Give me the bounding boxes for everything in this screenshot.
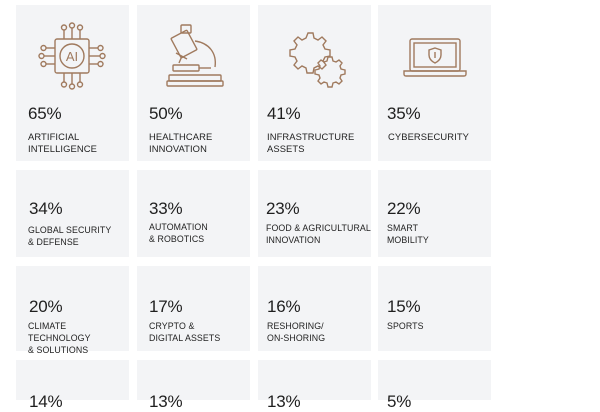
theme-percentage: 35% xyxy=(387,104,421,123)
theme-card: 17% CRYPTO & DIGITAL ASSETS xyxy=(137,266,250,351)
theme-percentage: 34% xyxy=(29,199,63,218)
theme-label: CLIMATE TECHNOLOGY & SOLUTIONS xyxy=(28,321,91,355)
theme-percentage: 5% xyxy=(387,392,412,411)
theme-label: SMART MOBILITY xyxy=(387,223,429,245)
svg-text:AI: AI xyxy=(66,49,78,64)
theme-card: 5% xyxy=(378,360,491,411)
theme-card: 33% AUTOMATION & ROBOTICS xyxy=(137,170,250,257)
theme-label: RESHORING/ ON-SHORING xyxy=(267,321,326,343)
theme-percentage: 16% xyxy=(267,297,301,316)
gears-icon xyxy=(284,27,346,89)
theme-label: GLOBAL SECURITY & DEFENSE xyxy=(28,225,112,247)
theme-card: 23% FOOD & AGRICULTURAL INNOVATION xyxy=(258,170,371,257)
theme-label: AUTOMATION & ROBOTICS xyxy=(149,222,208,244)
theme-label: ARTIFICIAL INTELLIGENCE xyxy=(28,131,97,154)
theme-label: CYBERSECURITY xyxy=(388,131,470,142)
theme-card: 20% CLIMATE TECHNOLOGY & SOLUTIONS xyxy=(16,266,129,355)
ai-chip-icon: AI xyxy=(38,22,106,90)
theme-label: INFRASTRUCTURE ASSETS xyxy=(267,131,355,154)
theme-percentage: 50% xyxy=(149,104,183,123)
microscope-icon xyxy=(165,23,225,89)
theme-card: 50% HEALTHCARE INNOVATION xyxy=(137,5,250,161)
theme-percentage: 20% xyxy=(29,297,63,316)
theme-card: 15% SPORTS xyxy=(378,266,491,351)
theme-percentage: 22% xyxy=(387,199,421,218)
theme-card: AI 65% ARTIFICIAL INTELLIGENCE xyxy=(16,5,129,161)
theme-percentage: 15% xyxy=(387,297,421,316)
theme-percentage: 17% xyxy=(149,297,183,316)
theme-percentage: 23% xyxy=(266,199,300,218)
theme-label: FOOD & AGRICULTURAL INNOVATION xyxy=(266,223,371,245)
theme-label: HEALTHCARE INNOVATION xyxy=(149,131,213,154)
theme-percentage: 41% xyxy=(267,104,301,123)
theme-card: 16% RESHORING/ ON-SHORING xyxy=(258,266,371,351)
theme-label: CRYPTO & DIGITAL ASSETS xyxy=(149,321,221,343)
theme-card: 13% xyxy=(258,360,371,411)
theme-label: SPORTS xyxy=(387,321,424,331)
theme-percentage: 13% xyxy=(149,392,183,411)
theme-card: 13% xyxy=(137,360,250,411)
theme-card: 41% INFRASTRUCTURE ASSETS xyxy=(258,5,371,161)
theme-card: 34% GLOBAL SECURITY & DEFENSE xyxy=(16,170,129,257)
theme-percentage: 13% xyxy=(267,392,301,411)
laptop-shield-icon xyxy=(402,35,468,79)
theme-percentage: 14% xyxy=(29,392,63,411)
theme-card: 14% xyxy=(16,360,129,411)
theme-card: 35% CYBERSECURITY xyxy=(378,5,491,161)
theme-percentage: 65% xyxy=(28,104,62,123)
theme-percentage: 33% xyxy=(149,199,183,218)
theme-card: 22% SMART MOBILITY xyxy=(378,170,491,257)
